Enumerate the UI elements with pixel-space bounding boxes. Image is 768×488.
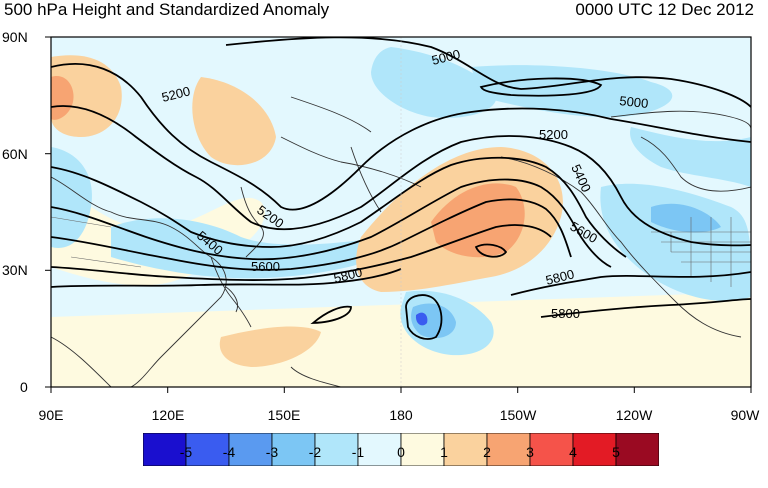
colorbar-swatch <box>143 433 187 466</box>
contour-label-5200-pacific: 5200 <box>539 127 568 142</box>
tropics-weak-positive <box>51 292 751 387</box>
colorbar-label: 3 <box>526 444 534 460</box>
contour-label-5600-pacific: 5600 <box>251 259 280 274</box>
lon-label-150w: 150W <box>499 407 537 423</box>
colorbar-swatch <box>400 433 445 466</box>
colorbar-swatch <box>572 433 617 466</box>
colorbar-swatch <box>314 433 359 466</box>
lat-label-0: 0 <box>20 379 28 395</box>
strong-negative-core-low <box>415 312 428 326</box>
height-contours <box>51 37 751 340</box>
colorbar-swatch <box>271 433 316 466</box>
moderate-negative-region-low <box>411 303 456 339</box>
colorbar-swatch <box>486 433 531 466</box>
axis-ticks <box>45 36 752 393</box>
colorbar-label: 2 <box>483 444 491 460</box>
contour-label-5200-siberia: 5200 <box>160 83 192 105</box>
strong-positive-region-north-pacific <box>431 183 525 258</box>
strong-positive-region-siberia <box>51 76 74 120</box>
colorbar-label: 5 <box>612 444 620 460</box>
lon-label-90w: 90W <box>730 407 760 423</box>
contour-label-5000-alaska: 5000 <box>619 93 649 111</box>
lon-label-180: 180 <box>389 407 413 423</box>
colorbar-swatch <box>529 433 574 466</box>
negative-region-canada <box>630 127 751 187</box>
colorbar-swatch <box>357 433 402 466</box>
colorbar-label: -4 <box>222 444 236 460</box>
colorbar-label: -2 <box>308 444 322 460</box>
political-borders <box>51 216 751 287</box>
lon-label-150e: 150E <box>267 407 301 423</box>
height-anomaly-map: 5000 5000 5200 5200 5200 5400 5400 5600 … <box>45 36 752 393</box>
lon-label-120e: 120E <box>151 407 185 423</box>
lon-label-120w: 120W <box>615 407 653 423</box>
colorbar-label: -5 <box>179 444 193 460</box>
lat-label-90n: 90N <box>2 29 28 45</box>
colorbar-label: 4 <box>569 444 577 460</box>
positive-region-west-pacific <box>219 326 321 367</box>
colorbar-label: -1 <box>351 444 365 460</box>
negative-region-north-america <box>600 183 751 301</box>
contour-label-5000-arctic: 5000 <box>430 46 462 68</box>
contour-label-5800-pacific: 5800 <box>332 264 364 286</box>
valid-time: 0000 UTC 12 Dec 2012 <box>575 0 754 19</box>
lat-label-30n: 30N <box>2 262 28 278</box>
colorbar-swatch <box>615 433 659 466</box>
strong-negative-region-north-america <box>651 203 721 233</box>
colorbar-label: 1 <box>440 444 448 460</box>
positive-region-east-siberia <box>192 77 276 166</box>
lat-label-60n: 60N <box>2 146 28 162</box>
coastlines <box>51 96 751 387</box>
lon-label-90e: 90E <box>38 407 64 423</box>
negative-region-arctic <box>371 47 497 118</box>
contour-label-5800-subtropics: 5800 <box>551 306 580 321</box>
colorbar-swatch <box>443 433 488 466</box>
colorbar <box>143 433 659 466</box>
map-title: 500 hPa Height and Standardized Anomaly <box>4 0 330 19</box>
colorbar-label: 0 <box>397 444 405 460</box>
negative-region-siberia <box>51 147 92 248</box>
colorbar-label: -3 <box>265 444 279 460</box>
contour-label-5800-east-pacific: 5800 <box>544 266 576 288</box>
